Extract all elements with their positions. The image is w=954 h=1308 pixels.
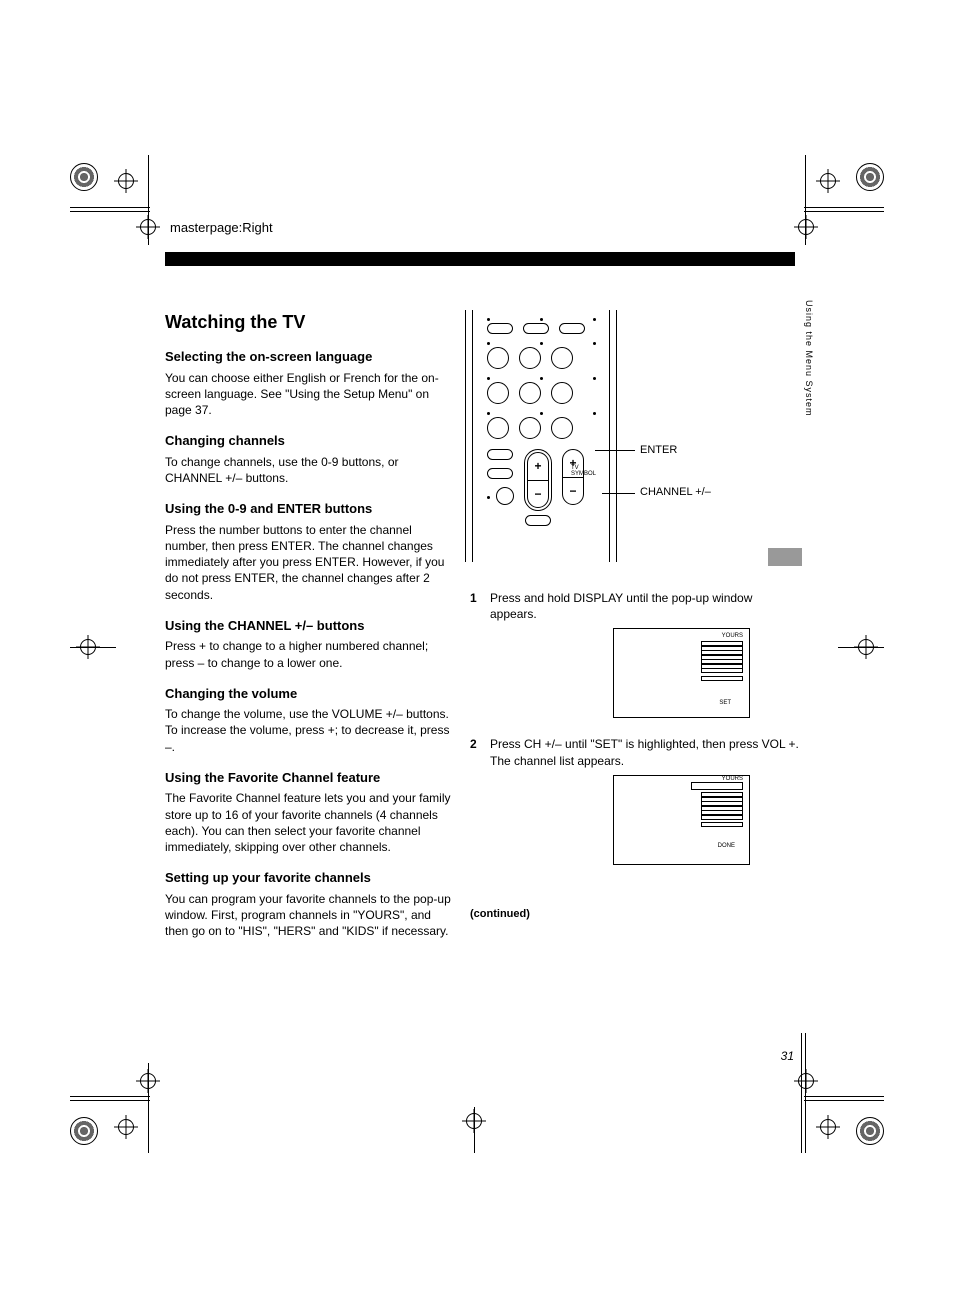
crop-line [70, 1096, 150, 1097]
screen2-done: DONE [718, 842, 735, 850]
regmark-top-left [70, 155, 160, 245]
crop-line [70, 207, 150, 208]
remote-diagram: TVSYMBOL +− +− [465, 310, 617, 562]
regmark-bottom-right [794, 1063, 884, 1153]
heading-language: Selecting the on-screen language [165, 348, 455, 366]
step-1: 1 Press and hold DISPLAY until the pop-u… [470, 590, 800, 622]
screen-2: YOURS DONE [613, 775, 750, 865]
para-fav-channel: The Favorite Channel feature lets you an… [165, 790, 455, 855]
para-volume: To change the volume, use the VOLUME +/–… [165, 706, 455, 755]
callout-channel: CHANNEL +/– [640, 486, 711, 498]
heading-changing-channels: Changing channels [165, 432, 455, 450]
crosshair-icon [794, 215, 818, 239]
crop-line [70, 647, 116, 648]
screen2-row [701, 815, 743, 820]
header-rule [165, 252, 795, 266]
crop-line [804, 1096, 884, 1097]
step-2-num: 2 [470, 736, 490, 768]
regmark-bottom-center [432, 1063, 522, 1153]
heading-setup-fav: Setting up your favorite channels [165, 869, 455, 887]
page-number: 31 [781, 1049, 794, 1063]
heading-fav-channel: Using the Favorite Channel feature [165, 769, 455, 787]
step-1-num: 1 [470, 590, 490, 622]
reg-circle-icon [70, 163, 98, 191]
para-setup-fav: You can program your favorite channels t… [165, 891, 455, 940]
screen1-row [701, 676, 743, 681]
crop-line [838, 647, 884, 648]
crop-line [801, 1033, 802, 1153]
heading-0-9-enter: Using the 0-9 and ENTER buttons [165, 500, 455, 518]
heading-channel-updown: Using the CHANNEL +/– buttons [165, 617, 455, 635]
crosshair-icon [114, 169, 138, 193]
para-0-9-enter: Press the number buttons to enter the ch… [165, 522, 455, 603]
step-1-text: Press and hold DISPLAY until the pop-up … [490, 590, 800, 622]
page: masterpage:Right Using the Menu System W… [0, 0, 954, 1308]
regmark-top-right [794, 155, 884, 245]
screen2-title: YOURS [722, 775, 743, 783]
header-breadcrumb: masterpage:Right [170, 220, 273, 235]
crosshair-icon [136, 215, 160, 239]
regmark-mid-left [70, 605, 160, 695]
reg-circle-icon [70, 1117, 98, 1145]
right-column: 1 Press and hold DISPLAY until the pop-u… [470, 590, 800, 865]
crop-line [70, 211, 150, 212]
step-2: 2 Press CH +/– until "SET" is highlighte… [470, 736, 800, 768]
callout-line-channel [602, 493, 635, 494]
para-changing-channels: To change channels, use the 0-9 buttons,… [165, 454, 455, 486]
screen1-title: YOURS [722, 632, 743, 640]
crop-line [804, 207, 884, 208]
continued-label: (continued) [470, 908, 530, 920]
crop-line [804, 211, 884, 212]
side-tab-marker [768, 548, 802, 566]
screen1-set: SET [719, 699, 731, 707]
screen1-row [701, 668, 743, 673]
regmark-bottom-left [70, 1063, 160, 1153]
reg-circle-icon [856, 163, 884, 191]
callout-enter: ENTER [640, 444, 677, 456]
screen2-row [701, 822, 743, 827]
crop-line [70, 1100, 150, 1101]
left-column: Watching the TV Selecting the on-screen … [165, 310, 455, 945]
crosshair-icon [136, 1069, 160, 1093]
callout-line-enter [595, 450, 635, 451]
screen-1: YOURS SET [613, 628, 750, 718]
side-tab-label: Using the Menu System [800, 300, 814, 540]
tv-symbol-label: TVSYMBOL [571, 465, 596, 477]
crop-line [804, 1100, 884, 1101]
para-channel-updown: Press + to change to a higher numbered c… [165, 638, 455, 670]
para-language: You can choose either English or French … [165, 370, 455, 419]
regmark-mid-right [794, 605, 884, 695]
page-title: Watching the TV [165, 310, 455, 334]
crosshair-icon [816, 1115, 840, 1139]
heading-volume: Changing the volume [165, 685, 455, 703]
crosshair-icon [794, 1069, 818, 1093]
crop-line [805, 1033, 806, 1153]
step-2-text: Press CH +/– until "SET" is highlighted,… [490, 736, 800, 768]
crop-line [474, 1107, 475, 1153]
crosshair-icon [114, 1115, 138, 1139]
reg-circle-icon [856, 1117, 884, 1145]
crosshair-icon [816, 169, 840, 193]
